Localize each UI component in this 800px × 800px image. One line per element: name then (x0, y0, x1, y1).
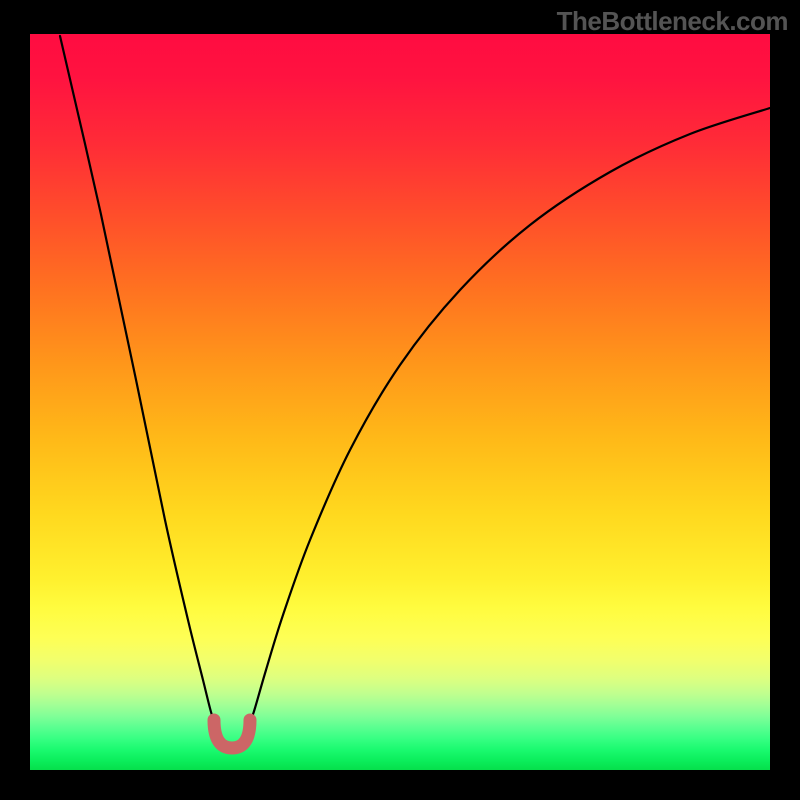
bottleneck-chart (0, 0, 800, 800)
watermark-text: TheBottleneck.com (557, 6, 788, 37)
